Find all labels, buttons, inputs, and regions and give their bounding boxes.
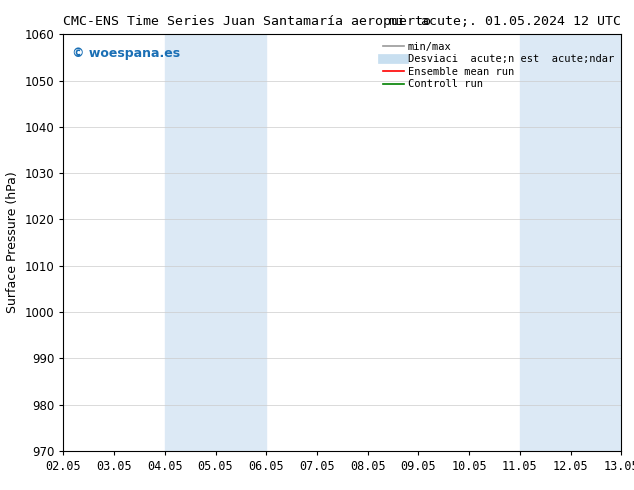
Legend: min/max, Desviaci  acute;n est  acute;ndar, Ensemble mean run, Controll run: min/max, Desviaci acute;n est acute;ndar… bbox=[380, 40, 616, 92]
Text: CMC-ENS Time Series Juan Santamaría aeropuerto: CMC-ENS Time Series Juan Santamaría aero… bbox=[63, 15, 431, 28]
Bar bbox=[520, 34, 621, 451]
Text: © woespana.es: © woespana.es bbox=[72, 47, 180, 60]
Text: mi  acute;. 01.05.2024 12 UTC: mi acute;. 01.05.2024 12 UTC bbox=[389, 15, 621, 28]
Bar bbox=[165, 34, 266, 451]
Y-axis label: Surface Pressure (hPa): Surface Pressure (hPa) bbox=[6, 172, 19, 314]
